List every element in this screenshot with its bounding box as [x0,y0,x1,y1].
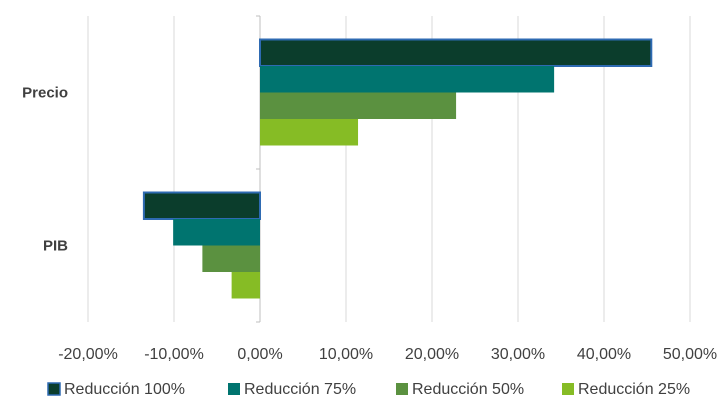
legend-swatch [562,383,574,395]
legend-item: Reducción 100% [47,381,185,398]
bar-precio-50 [260,92,457,119]
legend: Reducción 100% Reducción 75% Reducción 50%… [47,381,690,398]
x-tick-labels: -20,00% -10,00% 0,00% 10,00% 20,00% 30,00% 40,… [58,346,717,363]
legend-swatch [396,383,408,395]
category-label: PIB [43,238,68,255]
bar-precio-25 [260,119,359,146]
x-tick-label: 50,00% [663,346,717,363]
legend-swatch [47,382,61,396]
legend-label: Reducción 100% [64,381,185,398]
bar-pib-75 [173,219,260,246]
x-tick-label: 30,00% [491,346,545,363]
x-tick-label: 40,00% [577,346,631,363]
legend-label: Reducción 75% [244,381,356,398]
bar-precio-75 [260,66,555,93]
legend-item: Reducción 75% [228,381,356,398]
category-label: Precio [22,85,68,102]
bar-pib-25 [231,272,260,299]
legend-item: Reducción 25% [562,381,690,398]
legend-label: Reducción 25% [578,381,690,398]
legend-item: Reducción 50% [396,381,524,398]
x-tick-label: 10,00% [319,346,373,363]
bars [142,38,653,299]
category-labels: Precio PIB [22,85,68,255]
x-tick-label: -20,00% [58,346,118,363]
bar-pib-50 [202,245,260,272]
x-tick-label: -10,00% [144,346,204,363]
bar-pib-100 [142,191,261,220]
legend-label: Reducción 50% [412,381,524,398]
legend-swatch [228,383,240,395]
x-tick-label: 20,00% [405,346,459,363]
bar-precio-100 [259,38,653,67]
x-tick-label: 0,00% [237,346,282,363]
